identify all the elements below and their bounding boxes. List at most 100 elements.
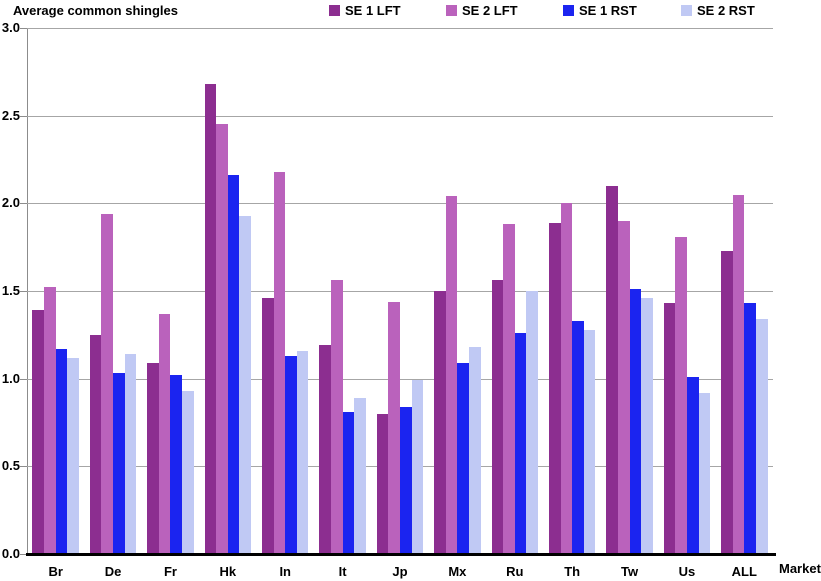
gridline <box>27 116 773 117</box>
x-tick-label: Jp <box>392 564 408 579</box>
bar <box>89 334 102 554</box>
bar <box>721 250 733 554</box>
bar <box>285 355 297 554</box>
legend-swatch-icon <box>681 5 692 16</box>
legend-swatch-icon <box>446 5 457 16</box>
gridline <box>27 203 773 204</box>
bar <box>675 236 687 554</box>
bar <box>663 303 676 554</box>
bar <box>583 329 596 554</box>
x-tick-label: In <box>279 564 291 579</box>
bar <box>101 213 114 554</box>
bar <box>629 289 642 554</box>
y-axis-tick <box>20 28 27 29</box>
x-tick-label: ALL <box>731 564 757 579</box>
chart-title: Average common shingles <box>13 3 178 18</box>
bar <box>526 291 538 554</box>
legend-swatch-icon <box>563 5 574 16</box>
y-axis-tick <box>20 379 27 380</box>
bar <box>617 220 630 554</box>
legend-label: SE 2 RST <box>697 3 755 18</box>
y-axis-tick <box>20 203 27 204</box>
bar <box>124 354 137 554</box>
bar <box>170 375 183 554</box>
bar <box>67 357 79 554</box>
bar <box>744 303 756 554</box>
bar <box>342 411 355 554</box>
y-tick-label: 1.0 <box>1 371 20 386</box>
bar <box>319 345 331 554</box>
bar <box>698 392 711 554</box>
y-tick-label: 2.0 <box>1 195 20 210</box>
bar <box>239 215 252 554</box>
bar <box>388 301 400 554</box>
bar <box>411 380 424 554</box>
bar <box>400 406 412 554</box>
bar <box>331 280 343 554</box>
bar <box>468 347 481 554</box>
bar <box>158 313 171 554</box>
bar <box>548 222 561 554</box>
bar <box>147 362 159 554</box>
gridline <box>27 291 773 292</box>
gridline <box>27 28 773 29</box>
x-tick-label: Mx <box>448 564 467 579</box>
x-tick-label: Ru <box>506 564 524 579</box>
gridline <box>27 379 773 380</box>
x-tick-label: Br <box>48 564 63 579</box>
bar <box>686 376 699 554</box>
y-axis-tick <box>20 116 27 117</box>
bar <box>227 175 240 554</box>
y-tick-label: 0.0 <box>1 546 20 561</box>
legend-item-se2rst: SE 2 RST <box>681 3 755 19</box>
legend-item-se1lft: SE 1 LFT <box>329 3 401 19</box>
x-axis-line <box>26 553 776 556</box>
bar <box>560 203 573 554</box>
bar <box>204 84 217 554</box>
bar <box>296 350 309 554</box>
y-tick-label: 2.5 <box>1 108 20 123</box>
bar <box>732 194 745 554</box>
x-tick-label: Th <box>564 564 581 579</box>
legend-label: SE 2 LFT <box>462 3 518 18</box>
x-tick-label: Tw <box>620 564 639 579</box>
bar <box>491 280 504 554</box>
x-tick-label: De <box>104 564 122 579</box>
y-tick-label: 1.5 <box>1 283 20 298</box>
x-tick-label: Hk <box>219 564 237 579</box>
bar <box>182 390 194 554</box>
bar <box>44 287 56 554</box>
y-tick-label: 0.5 <box>1 458 20 473</box>
y-axis-tick <box>20 554 27 555</box>
bar <box>457 362 469 554</box>
bar <box>606 185 618 554</box>
bar <box>572 320 584 554</box>
bar <box>55 348 68 554</box>
bar <box>376 413 389 554</box>
bar <box>273 171 286 554</box>
legend-item-se2lft: SE 2 LFT <box>446 3 518 19</box>
x-tick-label: Fr <box>163 564 177 579</box>
legend-swatch-icon <box>329 5 340 16</box>
bar <box>755 319 768 554</box>
bar <box>216 124 228 554</box>
legend-item-se1rst: SE 1 RST <box>563 3 637 19</box>
bar <box>113 373 125 554</box>
y-axis-tick <box>20 466 27 467</box>
x-axis-title: Market <box>779 561 821 576</box>
bar <box>434 291 446 554</box>
legend-label: SE 1 LFT <box>345 3 401 18</box>
bar <box>354 397 366 554</box>
y-axis-tick <box>20 291 27 292</box>
bar <box>503 224 515 554</box>
bar <box>514 333 527 554</box>
bar <box>641 298 653 554</box>
bar <box>32 310 45 554</box>
bar <box>262 298 274 554</box>
x-tick-label: It <box>338 564 347 579</box>
legend-label: SE 1 RST <box>579 3 637 18</box>
x-tick-label: Us <box>678 564 696 579</box>
bar <box>445 196 458 554</box>
